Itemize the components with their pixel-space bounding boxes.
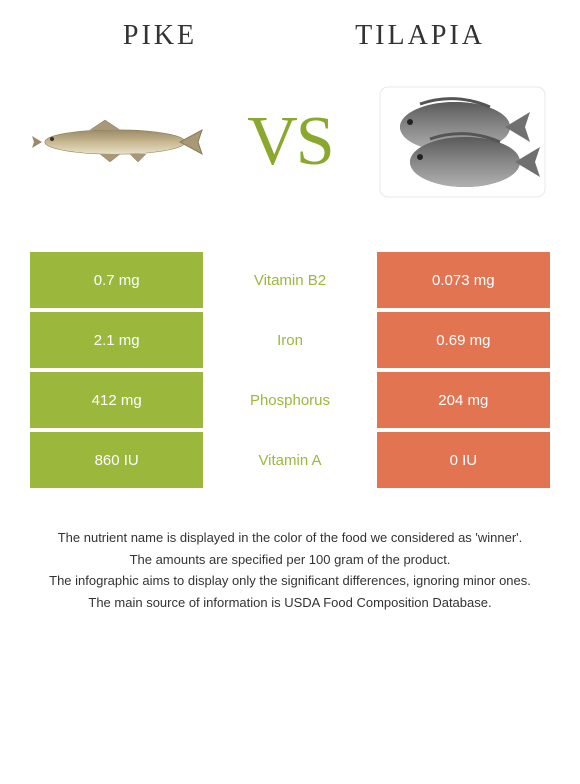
pike-image (30, 82, 205, 202)
footer-line1: The nutrient name is displayed in the co… (40, 528, 540, 548)
images-row: VS (30, 72, 550, 212)
tilapia-image (375, 82, 550, 202)
food2-title: Tilapia (290, 20, 550, 52)
footer-line4: The main source of information is USDA F… (40, 593, 540, 613)
food1-title: Pike (30, 20, 290, 52)
nutrient-row: 0.7 mgVitamin B20.073 mg (30, 252, 550, 308)
nutrient-name: Vitamin B2 (203, 252, 376, 308)
food1-value: 0.7 mg (30, 252, 203, 308)
footer-notes: The nutrient name is displayed in the co… (30, 528, 550, 612)
food2-value: 0.073 mg (377, 252, 550, 308)
food2-value: 0 IU (377, 432, 550, 488)
food1-value: 860 IU (30, 432, 203, 488)
food1-value: 412 mg (30, 372, 203, 428)
nutrient-name: Iron (203, 312, 376, 368)
food2-value: 0.69 mg (377, 312, 550, 368)
food2-value: 204 mg (377, 372, 550, 428)
nutrient-row: 412 mgPhosphorus204 mg (30, 372, 550, 428)
header-row: Pike Tilapia (30, 20, 550, 52)
infographic-container: Pike Tilapia (0, 0, 580, 634)
footer-line2: The amounts are specified per 100 gram o… (40, 550, 540, 570)
nutrient-name: Phosphorus (203, 372, 376, 428)
footer-line3: The infographic aims to display only the… (40, 571, 540, 591)
nutrient-table: 0.7 mgVitamin B20.073 mg2.1 mgIron0.69 m… (30, 252, 550, 488)
nutrient-row: 2.1 mgIron0.69 mg (30, 312, 550, 368)
food1-value: 2.1 mg (30, 312, 203, 368)
vs-label: VS (247, 102, 332, 182)
nutrient-row: 860 IUVitamin A0 IU (30, 432, 550, 488)
nutrient-name: Vitamin A (203, 432, 376, 488)
